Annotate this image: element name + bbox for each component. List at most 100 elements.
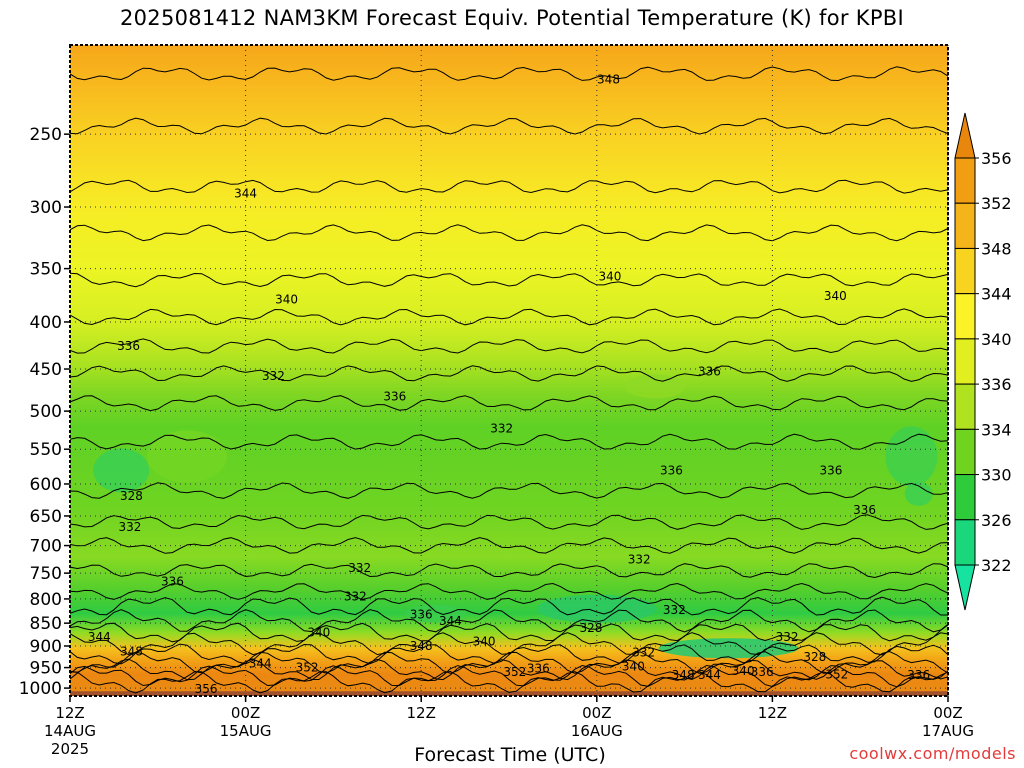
chart-title: 2025081412 NAM3KM Forecast Equiv. Potent… (119, 6, 905, 30)
contour-line (69, 308, 949, 326)
contour-line (69, 632, 949, 656)
surface-band (70, 691, 948, 696)
y-tick-label: 400 (30, 313, 62, 333)
contour-label: 332 (663, 603, 686, 617)
moist-pocket (405, 604, 466, 623)
credit-link[interactable]: coolwx.com/models (849, 744, 1016, 763)
colorbar-label: 322 (981, 556, 1012, 575)
y-tick-label: 950 (30, 659, 62, 679)
contour-label: 332 (632, 646, 655, 660)
contour-label: 336 (819, 463, 842, 477)
contour-label: 328 (579, 621, 602, 635)
moist-pocket (93, 448, 150, 493)
contour-label: 344 (439, 614, 462, 628)
contour-line (69, 365, 949, 382)
x-tick-label: 17AUG (922, 722, 974, 740)
y-tick-label: 550 (30, 440, 62, 460)
contour-label: 352 (825, 667, 848, 681)
contour-label: 356 (195, 682, 218, 696)
moist-pocket (658, 638, 799, 659)
contour-label: 352 (503, 665, 526, 679)
colorbar-segment (954, 293, 976, 340)
colorbar-segment (954, 383, 976, 430)
x-tick-label: 12Z (55, 704, 84, 722)
contour-label: 336 (698, 365, 721, 379)
x-tick-label: 00Z (582, 704, 611, 722)
contour-label: 336 (527, 661, 550, 675)
contour-label: 332 (348, 561, 371, 575)
contour-line (69, 537, 949, 554)
contour-line (69, 609, 949, 633)
contour-label: 340 (622, 660, 645, 674)
y-axis: 250 300 350 400 450 500 550 600 650 700 750 800 850 9… (19, 125, 70, 699)
colorbar-arrow-top (954, 112, 976, 159)
colorbar-label: 334 (981, 420, 1012, 439)
contour-line (69, 622, 949, 643)
contour-label: 332 (628, 553, 651, 567)
y-tick-label: 900 (30, 637, 62, 657)
colorbar-segment (954, 202, 976, 249)
contour-label: 328 (803, 650, 826, 664)
contour-line (69, 179, 949, 194)
contour-label: 336 (751, 665, 774, 679)
contour-line (69, 514, 949, 530)
colorbar: 356 352 348 344 340 336 334 330 326 322 (954, 112, 1012, 611)
contour-label: 336 (410, 608, 433, 622)
x-axis-label: Forecast Time (UTC) (414, 744, 606, 766)
y-tick-label: 450 (30, 360, 62, 380)
colorbar-segment (954, 338, 976, 385)
contour-label: 336 (383, 389, 406, 403)
contour-label: 348 (410, 639, 433, 653)
contour-label: 344 (698, 668, 721, 682)
y-tick-label: 1000 (19, 679, 62, 699)
colorbar-segment (954, 474, 976, 521)
colorbar-label: 330 (981, 466, 1012, 485)
x-tick-label: 2025 (51, 740, 89, 758)
contour-line (69, 482, 949, 499)
contour-label: 344 (234, 186, 257, 200)
contour-label: 344 (88, 630, 111, 644)
contour-line (69, 224, 949, 242)
y-tick-label: 300 (30, 198, 62, 218)
contour-label: 352 (296, 661, 319, 675)
contour-label: 336 (161, 575, 184, 589)
colorbar-label: 352 (981, 194, 1012, 213)
colorbar-label: 344 (981, 285, 1012, 304)
x-tick-label: 00Z (933, 704, 962, 722)
y-tick-label: 600 (30, 475, 62, 495)
contour-line (69, 582, 949, 600)
plot-frame (69, 44, 949, 697)
contour-label: 336 (907, 668, 930, 682)
contour-label: 336 (660, 463, 683, 477)
contour-lines (69, 66, 949, 694)
colorbar-label: 340 (981, 330, 1012, 349)
colorbar-segment (954, 157, 976, 204)
contour-label: 348 (672, 668, 695, 682)
colorbar-label: 326 (981, 511, 1012, 530)
y-tick-label: 850 (30, 614, 62, 634)
contour-line (69, 433, 949, 450)
contour-label: 340 (824, 289, 847, 303)
colorbar-label: 356 (981, 149, 1012, 168)
y-tick-label: 500 (30, 402, 62, 422)
colorbar-segment (954, 247, 976, 295)
contour-label: 340 (473, 635, 496, 649)
contour-label: 332 (119, 520, 142, 534)
contour-label: 332 (262, 369, 285, 383)
y-tick-label: 750 (30, 564, 62, 584)
contour-label: 336 (117, 339, 140, 353)
contour-line (69, 670, 949, 694)
colorbar-segment (954, 428, 976, 476)
contour-line (69, 395, 949, 412)
x-tick-label: 00Z (231, 704, 260, 722)
x-tick-label: 12Z (758, 704, 787, 722)
colorbar-label: 336 (981, 375, 1012, 394)
moist-pocket (147, 430, 228, 483)
contour-line (69, 563, 949, 579)
contour-label: 340 (732, 664, 755, 678)
contour-label: 340 (275, 292, 298, 306)
y-tick-label: 650 (30, 507, 62, 527)
contour-line (69, 643, 949, 665)
